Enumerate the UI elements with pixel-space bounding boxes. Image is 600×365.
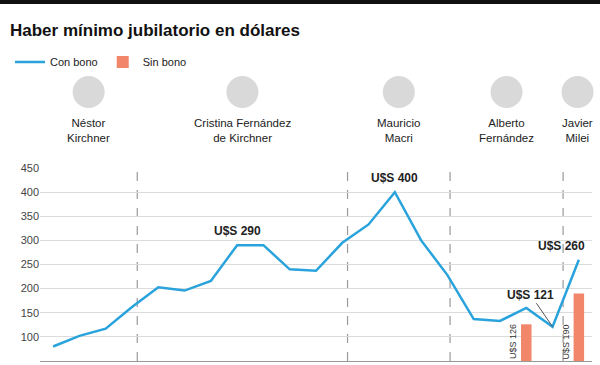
svg-text:U$S 126: U$S 126 [508,324,518,359]
svg-text:JavierMilei: JavierMilei [562,117,593,144]
svg-text:U$S 290: U$S 290 [214,224,261,238]
svg-text:100: 100 [21,331,39,343]
svg-text:U$S 260: U$S 260 [538,239,585,253]
svg-text:Sin bono: Sin bono [143,56,186,68]
svg-text:MauricioMacri: MauricioMacri [377,117,420,144]
svg-text:150: 150 [21,307,39,319]
svg-text:Cristina Fernándezde Kirchner: Cristina Fernándezde Kirchner [194,117,291,144]
svg-text:200: 200 [21,282,39,294]
svg-text:NéstorKirchner: NéstorKirchner [67,117,110,144]
svg-text:250: 250 [21,258,39,270]
svg-text:U$S 190: U$S 190 [561,325,571,360]
svg-text:U$S 400: U$S 400 [371,171,418,185]
svg-text:Con bono: Con bono [50,56,98,68]
svg-text:U$S 121: U$S 121 [507,288,554,302]
svg-text:400: 400 [21,186,39,198]
svg-text:350: 350 [21,210,39,222]
svg-text:Haber mínimo jubilatorio en dó: Haber mínimo jubilatorio en dólares [10,21,300,40]
svg-text:AlbertoFernández: AlbertoFernández [479,117,534,144]
svg-text:450: 450 [21,162,39,174]
svg-text:300: 300 [21,234,39,246]
